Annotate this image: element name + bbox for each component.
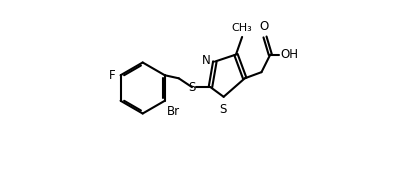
Text: S: S bbox=[188, 81, 196, 94]
Text: S: S bbox=[219, 103, 226, 116]
Text: OH: OH bbox=[280, 48, 298, 61]
Text: CH₃: CH₃ bbox=[232, 23, 252, 33]
Text: F: F bbox=[109, 69, 115, 82]
Text: O: O bbox=[259, 20, 269, 33]
Text: Br: Br bbox=[166, 105, 179, 118]
Text: N: N bbox=[202, 54, 211, 67]
